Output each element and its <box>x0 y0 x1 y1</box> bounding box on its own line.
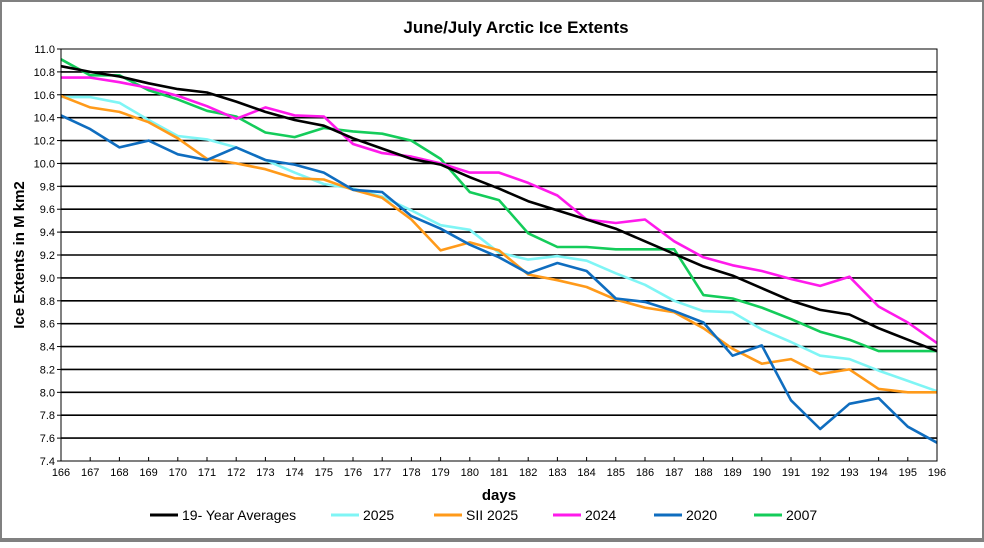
gridlines <box>61 71 937 439</box>
x-tick-label: 170 <box>169 467 187 479</box>
x-tick-label: 176 <box>344 467 362 479</box>
x-tick-label: 172 <box>227 467 245 479</box>
legend: 19- Year Averages 2025 SII 2025 2024 2020 200… <box>150 507 817 523</box>
x-tick-label: 179 <box>431 467 449 479</box>
plot-area <box>60 48 938 462</box>
series-line-19-year-averages <box>60 64 938 353</box>
legend-item: 2020 <box>654 507 717 523</box>
x-tick-label: 178 <box>402 467 420 479</box>
y-tick-label: 10.2 <box>34 136 55 148</box>
x-tick-label: 186 <box>636 467 654 479</box>
legend-label: 2025 <box>363 507 394 523</box>
y-tick-label: 9.2 <box>40 250 55 262</box>
y-tick-label: 7.8 <box>40 410 55 422</box>
x-axis-ticks: 166 167 168 169 170 171 172 173 174 175 176 177 178 1… <box>52 457 946 479</box>
x-tick-label: 183 <box>548 467 566 479</box>
x-tick-label: 166 <box>52 467 70 479</box>
y-tick-label: 10.6 <box>34 90 55 102</box>
x-tick-label: 168 <box>110 467 128 479</box>
y-tick-label: 8.6 <box>40 319 55 331</box>
y-tick-label: 9.4 <box>40 227 55 239</box>
legend-item: 19- Year Averages <box>150 507 296 523</box>
x-tick-label: 182 <box>519 467 537 479</box>
legend-label: 2020 <box>686 507 717 523</box>
series-line-2024 <box>61 76 938 345</box>
x-tick-label: 175 <box>315 467 333 479</box>
x-tick-label: 174 <box>285 467 303 479</box>
x-axis-label: days <box>482 487 516 504</box>
y-tick-label: 9.8 <box>40 181 55 193</box>
y-tick-label: 7.4 <box>40 456 55 468</box>
series-line-2025 <box>61 95 938 393</box>
x-tick-label: 193 <box>840 467 858 479</box>
chart-title: June/July Arctic Ice Extents <box>403 18 628 37</box>
x-tick-label: 169 <box>139 467 157 479</box>
y-tick-label: 10.8 <box>34 67 55 79</box>
x-tick-label: 196 <box>928 467 946 479</box>
y-tick-label: 8.0 <box>40 387 55 399</box>
y-axis-ticks: 11.0 10.8 10.6 10.4 10.2 10.0 9.8 9.6 9.4 9.2 9.0 8… <box>34 44 61 468</box>
x-tick-label: 180 <box>461 467 479 479</box>
legend-label: 2007 <box>786 507 817 523</box>
x-tick-label: 177 <box>373 467 391 479</box>
x-tick-label: 194 <box>869 467 887 479</box>
x-tick-label: 191 <box>782 467 800 479</box>
x-tick-label: 184 <box>577 467 595 479</box>
legend-label: 19- Year Averages <box>182 507 296 523</box>
x-tick-label: 188 <box>694 467 712 479</box>
legend-label: 2024 <box>585 507 616 523</box>
x-tick-label: 189 <box>723 467 741 479</box>
y-tick-label: 10.0 <box>34 158 55 170</box>
x-tick-label: 190 <box>753 467 771 479</box>
legend-label: SII 2025 <box>466 507 518 523</box>
x-tick-label: 192 <box>811 467 829 479</box>
x-tick-label: 167 <box>81 467 99 479</box>
y-tick-label: 8.2 <box>40 364 55 376</box>
x-tick-label: 181 <box>490 467 508 479</box>
legend-item: 2025 <box>331 507 394 523</box>
y-tick-label: 10.4 <box>34 113 55 125</box>
y-tick-label: 9.0 <box>40 273 55 285</box>
x-tick-label: 185 <box>607 467 625 479</box>
legend-item: 2007 <box>754 507 817 523</box>
y-tick-label: 9.6 <box>40 204 55 216</box>
legend-item: SII 2025 <box>434 507 518 523</box>
series-line-2007 <box>60 58 937 353</box>
series-line-2020 <box>60 114 938 444</box>
x-tick-label: 195 <box>899 467 917 479</box>
y-tick-label: 8.4 <box>40 342 55 354</box>
series-lines <box>60 58 938 444</box>
x-tick-label: 187 <box>665 467 683 479</box>
legend-item: 2024 <box>553 507 616 523</box>
y-axis-label: Ice Extents in M km2 <box>11 181 28 329</box>
y-tick-label: 11.0 <box>34 44 55 56</box>
x-tick-label: 171 <box>198 467 216 479</box>
x-tick-label: 173 <box>256 467 274 479</box>
y-tick-label: 8.8 <box>40 296 55 308</box>
y-tick-label: 7.6 <box>40 433 55 445</box>
